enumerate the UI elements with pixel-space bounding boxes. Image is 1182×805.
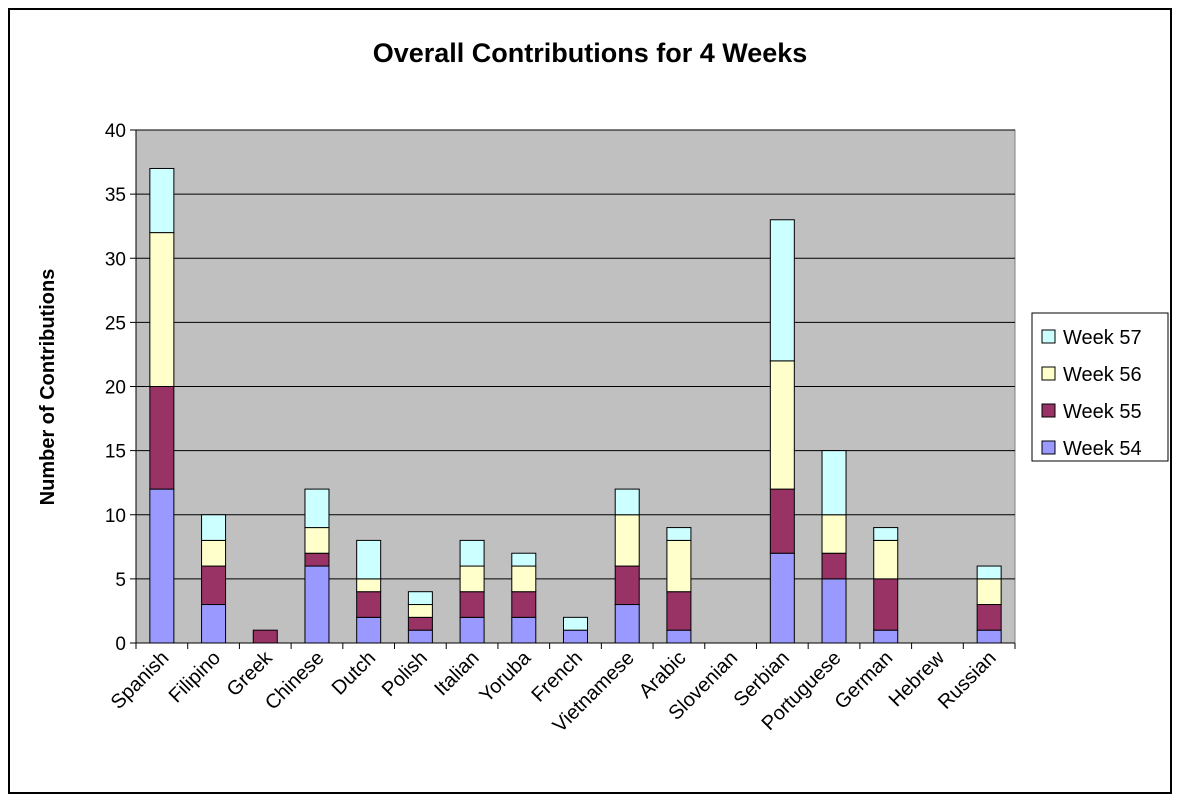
bar-yoruba-week-54	[511, 616, 537, 644]
bar-polish-week-56	[407, 604, 433, 618]
bar-dutch-week-55	[356, 591, 382, 618]
bar-yoruba-week-56	[511, 565, 537, 593]
y-tick-label: 20	[105, 378, 126, 399]
bar-vietnamese-week-57	[614, 488, 640, 516]
legend-label: Week 56	[1063, 364, 1142, 386]
bar-russian-week-54	[976, 629, 1002, 644]
bar-serbian-week-54	[769, 552, 795, 644]
y-tick-label: 40	[105, 121, 126, 142]
bar-spanish-week-55	[149, 386, 175, 490]
legend: Week 57 Week 56 Week 55 Week 54	[1031, 312, 1169, 462]
chart-title: Overall Contributions for 4 Weeks	[373, 38, 808, 68]
stacked-bar-chart: Overall Contributions for 4 Weeks Number…	[37, 38, 1169, 737]
bar-spanish-week-54	[149, 488, 175, 644]
bar-chinese-week-56	[304, 527, 330, 554]
bar-french-week-57	[563, 616, 588, 631]
legend-swatch	[1041, 440, 1056, 455]
y-tick-label: 25	[105, 313, 126, 334]
bar-german-week-54	[873, 629, 899, 644]
bar-vietnamese-week-56	[614, 514, 640, 567]
gridlines	[130, 129, 1015, 644]
bar-chinese-week-54	[304, 565, 330, 644]
bar-russian-week-55	[976, 604, 1002, 631]
bar-dutch-week-54	[356, 616, 382, 644]
bar-polish-week-55	[407, 616, 433, 631]
y-tick-label: 10	[105, 506, 126, 527]
bar-serbian-week-56	[769, 360, 795, 490]
bar-arabic-week-57	[666, 527, 692, 541]
x-tick-label: Filipino	[165, 647, 225, 707]
bar-dutch-week-57	[356, 539, 382, 580]
axes	[135, 130, 1016, 649]
bar-italian-week-57	[459, 539, 485, 567]
bar-russian-week-56	[976, 578, 1002, 606]
bar-dutch-week-56	[356, 578, 382, 593]
legend-swatch	[1041, 403, 1056, 418]
bar-chinese-week-55	[304, 552, 330, 567]
bar-german-week-56	[873, 539, 899, 580]
legend-label: Week 55	[1063, 401, 1142, 423]
bar-italian-week-54	[459, 616, 485, 644]
bar-spanish-week-57	[149, 167, 175, 234]
bar-portuguese-week-56	[821, 514, 847, 554]
bar-filipino-week-55	[201, 565, 227, 606]
bar-yoruba-week-55	[511, 591, 537, 618]
x-tick-label: German	[831, 647, 898, 714]
bar-italian-week-56	[459, 565, 485, 593]
y-tick-label: 15	[105, 442, 126, 463]
legend-label: Week 54	[1063, 438, 1142, 460]
y-axis-label: Number of Contributions	[37, 269, 59, 506]
chart-frame: Overall Contributions for 4 Weeks Number…	[8, 8, 1172, 794]
x-tick-label: Russian	[934, 647, 1001, 714]
bar-polish-week-54	[407, 629, 433, 644]
y-tick-labels: 0 5 10 15 20 25 30 35 40	[105, 121, 126, 655]
bar-polish-week-57	[407, 591, 433, 606]
bar-arabic-week-54	[666, 629, 692, 644]
bar-french-week-54	[563, 629, 588, 644]
bar-filipino-week-54	[201, 604, 227, 644]
y-tick-label: 5	[115, 570, 126, 591]
bar-greek-week-55	[252, 629, 278, 644]
bar-german-week-57	[873, 527, 899, 541]
y-tick-label: 30	[105, 249, 126, 270]
bar-serbian-week-57	[769, 219, 795, 362]
legend-swatch	[1041, 329, 1056, 344]
bar-filipino-week-56	[201, 539, 227, 567]
legend-label: Week 57	[1063, 327, 1142, 349]
x-tick-label: Spanish	[107, 647, 174, 714]
bar-portuguese-week-57	[821, 450, 847, 516]
bar-vietnamese-week-54	[614, 604, 640, 644]
x-tick-label: Polish	[378, 647, 432, 701]
bar-arabic-week-56	[666, 539, 692, 593]
y-tick-label: 0	[115, 634, 126, 655]
bar-german-week-55	[873, 578, 899, 631]
bar-yoruba-week-57	[511, 552, 537, 567]
bar-serbian-week-55	[769, 488, 795, 554]
bar-portuguese-week-54	[821, 578, 847, 644]
legend-swatch	[1041, 366, 1056, 381]
bar-filipino-week-57	[201, 514, 227, 541]
bar-vietnamese-week-55	[614, 565, 640, 606]
bar-russian-week-57	[976, 565, 1002, 580]
bar-arabic-week-55	[666, 591, 692, 631]
bar-italian-week-55	[459, 591, 485, 618]
bar-spanish-week-56	[149, 232, 175, 387]
bar-chinese-week-57	[304, 488, 330, 529]
x-tick-label: Dutch	[328, 647, 381, 700]
y-tick-label: 35	[105, 185, 126, 206]
bar-portuguese-week-55	[821, 552, 847, 580]
x-tick-label: Yoruba	[475, 646, 535, 706]
bars	[149, 167, 1002, 644]
